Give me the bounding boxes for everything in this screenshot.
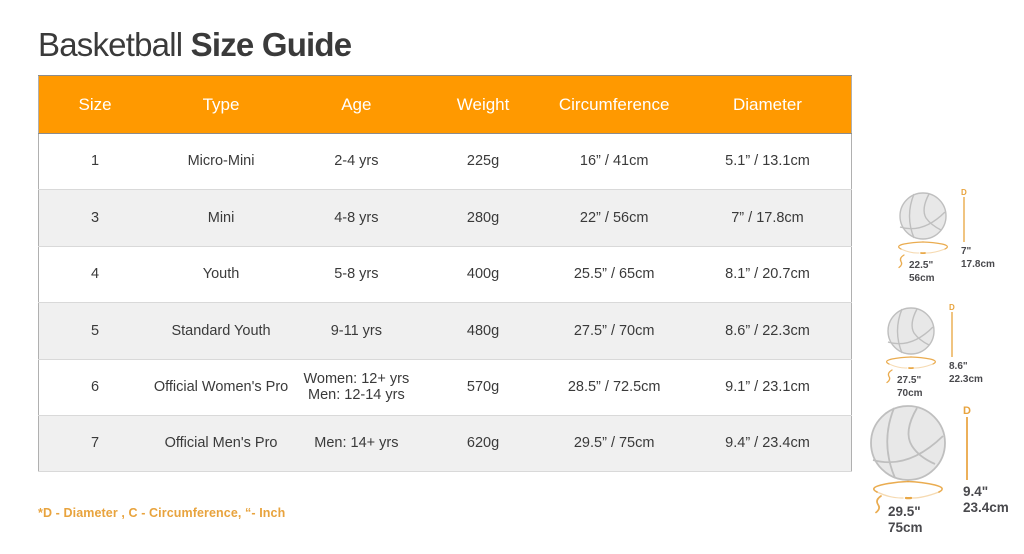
svg-text:D: D bbox=[963, 405, 971, 417]
svg-text:27.5": 27.5" bbox=[897, 375, 921, 386]
svg-text:22.5": 22.5" bbox=[909, 260, 933, 271]
svg-text:29.5": 29.5" bbox=[888, 504, 921, 519]
svg-text:22.3cm: 22.3cm bbox=[949, 374, 983, 385]
svg-text:17.8cm: 17.8cm bbox=[961, 259, 995, 270]
svg-text:9.4": 9.4" bbox=[963, 484, 988, 499]
svg-text:7": 7" bbox=[961, 246, 972, 257]
svg-text:D: D bbox=[949, 303, 955, 312]
svg-text:D: D bbox=[961, 188, 967, 197]
svg-text:56cm: 56cm bbox=[909, 273, 935, 281]
svg-text:70cm: 70cm bbox=[897, 388, 923, 396]
svg-text:8.6": 8.6" bbox=[949, 361, 968, 372]
svg-text:23.4cm: 23.4cm bbox=[963, 500, 1009, 515]
svg-text:75cm: 75cm bbox=[888, 520, 923, 532]
